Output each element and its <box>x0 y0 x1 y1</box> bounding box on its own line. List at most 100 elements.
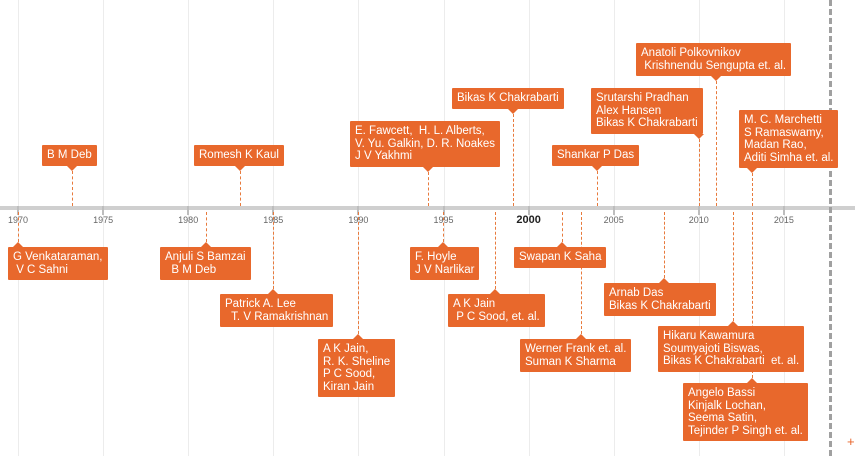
tick-1995 <box>442 206 445 215</box>
tick-1980 <box>187 206 190 215</box>
event-connector-deb <box>72 171 73 206</box>
event-pointer <box>592 165 602 171</box>
gridline-2015 <box>783 0 785 456</box>
event-card-text: Bikas K Chakrabarti <box>457 92 559 104</box>
gridline-2005 <box>613 0 615 456</box>
year-label-1980: 1980 <box>178 215 199 225</box>
event-card-venkataraman[interactable]: G Venkataraman, V C Sahni <box>8 242 108 280</box>
tick-1985 <box>272 206 275 215</box>
event-pointer <box>711 76 721 81</box>
tick-1975 <box>102 206 105 215</box>
event-connector-fawcett <box>428 172 429 206</box>
tick-1990 <box>357 206 360 215</box>
event-card-text: Anatoli Polkovnikov Krishnendu Sengupta … <box>641 47 787 72</box>
tick-1970 <box>17 206 19 215</box>
event-pointer <box>201 242 211 247</box>
event-card-text: Shankar P Das <box>557 149 635 161</box>
year-label-2005: 2005 <box>603 215 624 225</box>
current-time-marker <box>829 0 832 456</box>
event-connector-pradhan <box>699 139 700 206</box>
event-card-text: Srutarshi Pradhan Alex Hansen Bikas K Ch… <box>596 92 698 129</box>
gridline-2000 <box>528 0 530 456</box>
event-card-text: Arnab Das Bikas K Chakrabarti <box>609 287 711 312</box>
event-pointer <box>235 165 245 171</box>
event-connector-venkataraman <box>18 212 19 242</box>
tick-2015 <box>782 206 785 215</box>
event-card-text: M. C. Marchetti S Ramaswamy, Madan Rao, … <box>744 114 834 164</box>
event-connector-bassi <box>752 212 753 378</box>
event-pointer <box>659 278 669 283</box>
event-pointer <box>694 133 704 139</box>
timeline-axis <box>0 206 855 210</box>
event-pointer <box>576 334 586 339</box>
event-card-text: Romesh K Kaul <box>199 149 279 161</box>
year-label-2000: 2000 <box>516 214 541 226</box>
event-card-saha[interactable]: Swapan K Saha <box>514 242 607 268</box>
event-connector-das <box>597 171 598 206</box>
event-card-text: Hikaru Kawamura Soumyajoti Biswas, Bikas… <box>663 330 800 367</box>
event-connector-bamzai <box>206 212 207 242</box>
event-card-chakrabarti99[interactable]: Bikas K Chakrabarti <box>452 88 564 114</box>
event-card-marchetti[interactable]: M. C. Marchetti S Ramaswamy, Madan Rao, … <box>739 110 839 173</box>
event-connector-frank <box>581 212 582 334</box>
gridline-2010 <box>698 0 700 456</box>
event-card-text: Werner Frank et. al. Suman K Sharma <box>525 343 627 368</box>
event-pointer <box>728 321 738 326</box>
event-card-fawcett[interactable]: E. Fawcett, H. L. Alberts, V. Yu. Galkin… <box>350 121 500 172</box>
gridline-1995 <box>443 0 445 456</box>
event-connector-arnab <box>664 212 665 278</box>
event-card-text: Swapan K Saha <box>519 251 602 263</box>
event-connector-polkovnikov <box>716 81 717 206</box>
event-connector-chakrabarti99 <box>513 114 514 206</box>
event-connector-saha <box>562 212 563 242</box>
event-pointer <box>438 242 448 247</box>
event-pointer <box>490 289 500 294</box>
event-card-frank[interactable]: Werner Frank et. al. Suman K Sharma <box>520 334 632 372</box>
event-card-bassi[interactable]: Angelo Bassi Kinjalk Lochan, Seema Satin… <box>683 378 808 441</box>
event-card-bamzai[interactable]: Anjuli S Bamzai B M Deb <box>160 242 251 280</box>
gridline-1980 <box>188 0 190 456</box>
event-card-text: Angelo Bassi Kinjalk Lochan, Seema Satin… <box>688 387 803 437</box>
event-connector-kaul <box>240 171 241 206</box>
event-card-text: Anjuli S Bamzai B M Deb <box>165 251 246 276</box>
event-connector-jain87 <box>358 212 359 334</box>
year-label-2010: 2010 <box>688 215 709 225</box>
event-card-hoyle[interactable]: F. Hoyle J V Narlikar <box>410 242 480 280</box>
event-connector-marchetti <box>752 173 753 206</box>
event-pointer <box>67 165 77 171</box>
event-card-text: Patrick A. Lee T. V Ramakrishnan <box>225 298 329 323</box>
event-card-lee[interactable]: Patrick A. Lee T. V Ramakrishnan <box>220 289 334 327</box>
year-label-1975: 1975 <box>93 215 114 225</box>
tick-2010 <box>697 206 700 215</box>
event-card-text: F. Hoyle J V Narlikar <box>415 251 475 276</box>
event-card-text: A K Jain, R. K. Sheline P C Sood, Kiran … <box>323 343 391 393</box>
event-card-text: A K Jain P C Sood, et. al. <box>453 298 540 323</box>
event-card-arnab[interactable]: Arnab Das Bikas K Chakrabarti <box>604 278 716 316</box>
year-label-2015: 2015 <box>773 215 794 225</box>
event-connector-jain98 <box>495 212 496 289</box>
event-card-das[interactable]: Shankar P Das <box>552 145 640 171</box>
event-card-text: E. Fawcett, H. L. Alberts, V. Yu. Galkin… <box>355 125 495 162</box>
event-card-text: B M Deb <box>47 149 92 161</box>
event-card-polkovnikov[interactable]: Anatoli Polkovnikov Krishnendu Sengupta … <box>636 43 792 81</box>
event-card-pradhan[interactable]: Srutarshi Pradhan Alex Hansen Bikas K Ch… <box>591 88 704 139</box>
event-card-jain87[interactable]: A K Jain, R. K. Sheline P C Sood, Kiran … <box>318 334 396 397</box>
event-pointer <box>13 242 23 247</box>
event-card-deb[interactable]: B M Deb <box>42 145 97 171</box>
event-pointer <box>747 168 757 173</box>
event-card-text: G Venkataraman, V C Sahni <box>13 251 103 276</box>
event-card-kaul[interactable]: Romesh K Kaul <box>194 145 284 171</box>
event-pointer <box>508 108 518 114</box>
event-connector-hoyle <box>443 212 444 242</box>
gridline-1975 <box>103 0 105 456</box>
tick-2000 <box>527 206 530 215</box>
event-connector-lee <box>273 212 274 289</box>
event-card-kawamura[interactable]: Hikaru Kawamura Soumyajoti Biswas, Bikas… <box>658 321 805 372</box>
event-card-jain98[interactable]: A K Jain P C Sood, et. al. <box>448 289 545 327</box>
event-pointer <box>353 334 363 339</box>
event-connector-kawamura <box>733 212 734 321</box>
add-event-icon[interactable]: + <box>847 434 855 449</box>
event-pointer <box>268 289 278 294</box>
event-pointer <box>747 378 757 383</box>
